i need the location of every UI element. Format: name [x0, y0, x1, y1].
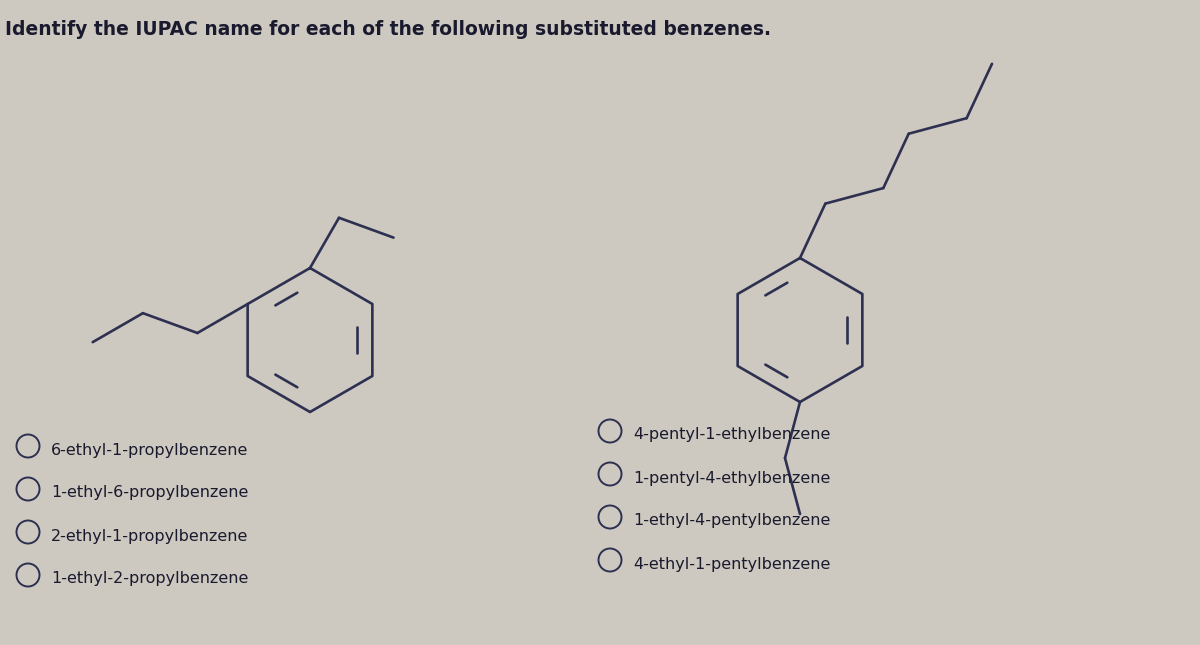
Text: 4-pentyl-1-ethylbenzene: 4-pentyl-1-ethylbenzene — [634, 428, 830, 442]
Text: 1-pentyl-4-ethylbenzene: 1-pentyl-4-ethylbenzene — [634, 470, 830, 486]
Text: 2-ethyl-1-propylbenzene: 2-ethyl-1-propylbenzene — [50, 528, 248, 544]
Text: 1-ethyl-2-propylbenzene: 1-ethyl-2-propylbenzene — [50, 571, 248, 586]
Text: Identify the IUPAC name for each of the following substituted benzenes.: Identify the IUPAC name for each of the … — [5, 20, 772, 39]
Text: 6-ethyl-1-propylbenzene: 6-ethyl-1-propylbenzene — [50, 442, 248, 457]
Text: 1-ethyl-4-pentylbenzene: 1-ethyl-4-pentylbenzene — [634, 513, 830, 528]
Text: 1-ethyl-6-propylbenzene: 1-ethyl-6-propylbenzene — [50, 486, 248, 501]
Text: 4-ethyl-1-pentylbenzene: 4-ethyl-1-pentylbenzene — [634, 557, 830, 571]
